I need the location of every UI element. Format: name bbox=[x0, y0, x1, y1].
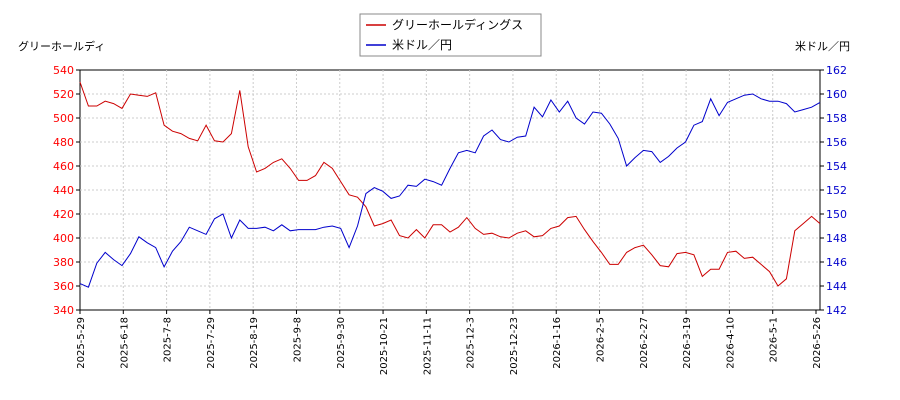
right-tick-label: 156 bbox=[826, 136, 847, 149]
right-tick-label: 162 bbox=[826, 64, 847, 77]
x-tick-label: 2025-5-29 bbox=[76, 317, 87, 369]
x-tick-label: 2026-4-10 bbox=[725, 317, 736, 369]
left-tick-label: 360 bbox=[53, 280, 74, 293]
right-tick-label: 158 bbox=[826, 112, 847, 125]
left-tick-label: 540 bbox=[53, 64, 74, 77]
x-tick-label: 2025-9-30 bbox=[336, 317, 347, 369]
x-tick-label: 2026-1-16 bbox=[552, 317, 563, 369]
x-tick-label: 2025-8-19 bbox=[249, 317, 260, 369]
legend-label-series-1: 米ドル／円 bbox=[392, 38, 452, 52]
left-tick-label: 500 bbox=[53, 112, 74, 125]
left-tick-label: 380 bbox=[53, 256, 74, 269]
x-tick-label: 2025-7-29 bbox=[206, 317, 217, 369]
x-tick-label: 2026-2-5 bbox=[596, 317, 607, 362]
left-tick-label: 480 bbox=[53, 136, 74, 149]
x-tick-label: 2026-5-1 bbox=[769, 317, 780, 362]
right-tick-label: 142 bbox=[826, 304, 847, 317]
left-tick-label: 520 bbox=[53, 88, 74, 101]
right-tick-label: 144 bbox=[826, 280, 847, 293]
left-tick-label: 420 bbox=[53, 208, 74, 221]
right-tick-label: 146 bbox=[826, 256, 847, 269]
legend-label-series-0: グリーホールディングス bbox=[392, 17, 523, 32]
left-tick-label: 460 bbox=[53, 160, 74, 173]
x-tick-label: 2026-3-19 bbox=[682, 317, 693, 369]
x-tick-label: 2025-12-3 bbox=[466, 317, 477, 369]
x-tick-label: 2025-10-21 bbox=[379, 317, 390, 375]
legend-box bbox=[359, 13, 542, 57]
series-line-0 bbox=[79, 81, 821, 287]
left-tick-label: 440 bbox=[53, 184, 74, 197]
right-tick-label: 154 bbox=[826, 160, 847, 173]
x-tick-label: 2025-6-18 bbox=[119, 317, 130, 369]
x-tick-label: 2025-7-8 bbox=[163, 317, 174, 362]
series-layer bbox=[79, 81, 821, 288]
x-tick-label: 2025-9-8 bbox=[292, 317, 303, 362]
right-axis-ticks: 142 144 146 148 150 152 154 156 158 160 162 bbox=[820, 64, 847, 317]
left-axis-ticks: 340 360 380 400 420 440 460 480 500 520 540 bbox=[53, 64, 80, 317]
x-tick-label: 2025-11-11 bbox=[422, 317, 433, 375]
series-line-1 bbox=[79, 93, 821, 288]
right-axis-title: 米ドル／円 bbox=[795, 40, 850, 53]
legend: グリーホールディングス 米ドル／円 bbox=[359, 13, 542, 57]
left-axis-title: グリーホールディ bbox=[18, 39, 105, 53]
x-tick-label: 2026-5-26 bbox=[812, 317, 823, 369]
x-axis-ticks: 2025-5-29 2025-6-18 2025-7-8 2025-7-29 2025-… bbox=[76, 310, 823, 375]
left-tick-label: 400 bbox=[53, 232, 74, 245]
right-tick-label: 150 bbox=[826, 208, 847, 221]
x-tick-label: 2026-2-27 bbox=[639, 317, 650, 369]
x-tick-label: 2025-12-23 bbox=[509, 317, 520, 375]
right-tick-label: 152 bbox=[826, 184, 847, 197]
right-tick-label: 148 bbox=[826, 232, 847, 245]
left-tick-label: 340 bbox=[53, 304, 74, 317]
right-tick-label: 160 bbox=[826, 88, 847, 101]
